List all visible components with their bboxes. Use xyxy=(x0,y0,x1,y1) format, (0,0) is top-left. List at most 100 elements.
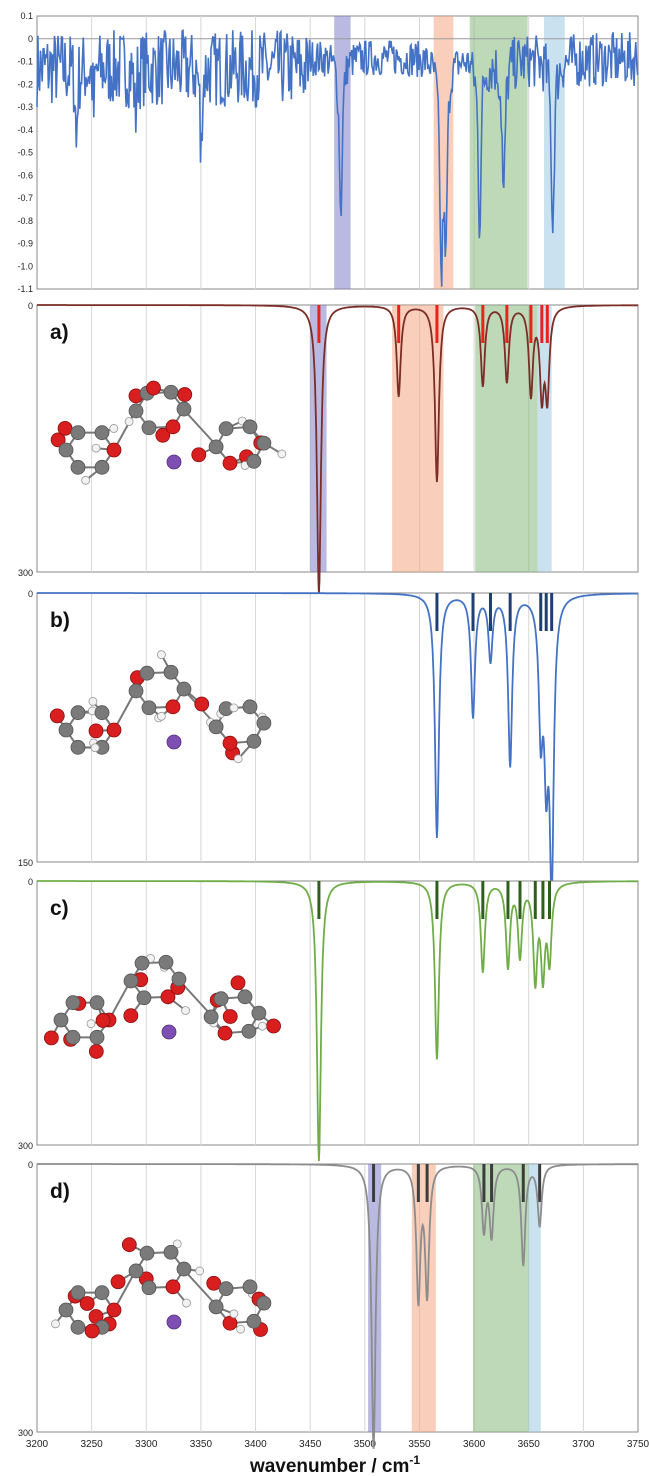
x-axis-title-text: wavenumber / cm xyxy=(249,1456,409,1476)
carbon-atom xyxy=(128,1263,144,1279)
oxygen-atom xyxy=(121,1237,137,1253)
x-tick-label: 3600 xyxy=(463,1439,486,1450)
carbon-atom xyxy=(70,425,86,441)
carbon-atom xyxy=(176,1261,192,1277)
carbon-atom xyxy=(70,1319,86,1335)
oxygen-atom xyxy=(95,1013,111,1028)
carbon-atom xyxy=(203,1009,219,1025)
carbon-atom xyxy=(246,1313,262,1329)
oxygen-atom xyxy=(165,1279,181,1295)
carbon-atom xyxy=(94,425,110,441)
carbon-atom xyxy=(171,971,187,987)
carbon-atom xyxy=(218,1281,234,1297)
carbon-atom xyxy=(163,1244,179,1260)
carbon-atom xyxy=(94,705,110,721)
panel-label: a) xyxy=(50,321,69,344)
y-tick-label: 0 xyxy=(28,877,33,887)
carbon-atom xyxy=(53,1012,69,1028)
hydrogen-atom xyxy=(229,1309,239,1319)
carbon-atom xyxy=(208,719,224,735)
experimental-spectrum xyxy=(36,29,639,287)
computed-spectrum xyxy=(37,880,638,1162)
y-tick-label: 0.1 xyxy=(20,11,33,21)
oxygen-atom xyxy=(222,1315,238,1331)
oxygen-atom xyxy=(79,1296,95,1311)
carbon-atom xyxy=(237,989,253,1005)
molecule-illustration xyxy=(49,650,272,764)
highlight-band xyxy=(433,16,454,289)
x-tick-label: 3750 xyxy=(627,1439,649,1450)
x-tick-label: 3450 xyxy=(299,1439,322,1450)
hydrogen-atom xyxy=(51,1319,60,1329)
y-tick-label: -0.9 xyxy=(17,239,33,249)
hydrogen-atom xyxy=(81,475,91,485)
y-tick-label: 300 xyxy=(18,1141,33,1151)
sodium-ion xyxy=(166,734,182,750)
carbon-atom xyxy=(128,683,144,699)
carbon-atom xyxy=(218,421,234,437)
hydrogen-atom xyxy=(88,697,98,706)
carbon-atom xyxy=(256,435,272,451)
carbon-atom xyxy=(208,439,224,455)
hydrogen-atom xyxy=(277,449,287,459)
hydrogen-atom xyxy=(124,417,134,427)
x-tick-label: 3700 xyxy=(572,1439,595,1450)
plot-frame xyxy=(36,1163,639,1433)
carbon-atom xyxy=(65,1029,81,1045)
y-tick-label: -0.3 xyxy=(17,102,33,112)
y-tick-label: -1.1 xyxy=(17,284,33,294)
carbon-atom xyxy=(208,1299,224,1315)
oxygen-atom xyxy=(194,696,210,712)
hydrogen-atom xyxy=(86,1019,96,1029)
carbon-atom xyxy=(246,733,262,749)
sodium-ion xyxy=(166,1314,182,1330)
carbon-atom xyxy=(94,1285,110,1301)
oxygen-atom xyxy=(222,1009,238,1024)
oxygen-atom xyxy=(155,427,171,443)
panel-d: 0 300 d) xyxy=(18,1160,639,1449)
oxygen-atom xyxy=(106,722,122,738)
carbon-atom xyxy=(242,419,258,435)
oxygen-atom xyxy=(43,1030,59,1046)
carbon-atom xyxy=(241,1023,257,1039)
oxygen-atom xyxy=(88,1044,104,1059)
carbon-atom xyxy=(70,459,86,475)
computed-spectrum xyxy=(37,592,638,896)
y-tick-label: -0.7 xyxy=(17,193,33,203)
x-axis-title: wavenumber / cm-1 xyxy=(249,1453,420,1476)
carbon-atom xyxy=(70,739,86,755)
oxygen-atom xyxy=(191,447,207,463)
x-tick-label: 3200 xyxy=(26,1439,49,1450)
oxygen-atom xyxy=(106,1302,122,1318)
oxygen-atom xyxy=(49,708,65,724)
carbon-atom xyxy=(134,955,150,971)
y-tick-label: -0.8 xyxy=(17,216,33,226)
sodium-ion xyxy=(166,454,182,470)
oxygen-atom xyxy=(217,1025,233,1041)
oxygen-atom xyxy=(230,975,246,991)
experimental-panel: 0.1 0 -0.1 -0.2 -0.3 -0.4 -0.5 -0.6 -0.7 -0.8 -0.9… xyxy=(17,11,639,294)
x-axis: 3200 3250 3300 3350 3400 3450 3500 3550 3600 3650… xyxy=(26,1439,649,1450)
oxygen-atom xyxy=(146,380,161,396)
oxygen-atom xyxy=(88,723,104,739)
panel-label: d) xyxy=(50,1180,70,1203)
hydrogen-atom xyxy=(236,1324,246,1334)
carbon-atom xyxy=(246,453,262,469)
carbon-atom xyxy=(123,973,139,989)
y-tick-label: 0 xyxy=(28,34,33,44)
hydrogen-atom xyxy=(172,1239,182,1249)
y-tick-label: 300 xyxy=(18,1428,33,1438)
carbon-atom xyxy=(256,715,272,731)
carbon-atom xyxy=(94,459,110,475)
sodium-ion xyxy=(161,1024,177,1040)
hydrogen-atom xyxy=(91,443,101,453)
x-tick-label: 3250 xyxy=(81,1439,104,1450)
highlight-band xyxy=(411,1164,436,1432)
oxygen-atom xyxy=(165,699,181,715)
molecule-illustration xyxy=(50,380,287,485)
carbon-atom xyxy=(176,681,192,697)
carbon-atom xyxy=(70,1285,86,1301)
carbon-atom xyxy=(158,954,174,970)
carbon-atom xyxy=(141,420,157,436)
carbon-atom xyxy=(58,722,74,738)
